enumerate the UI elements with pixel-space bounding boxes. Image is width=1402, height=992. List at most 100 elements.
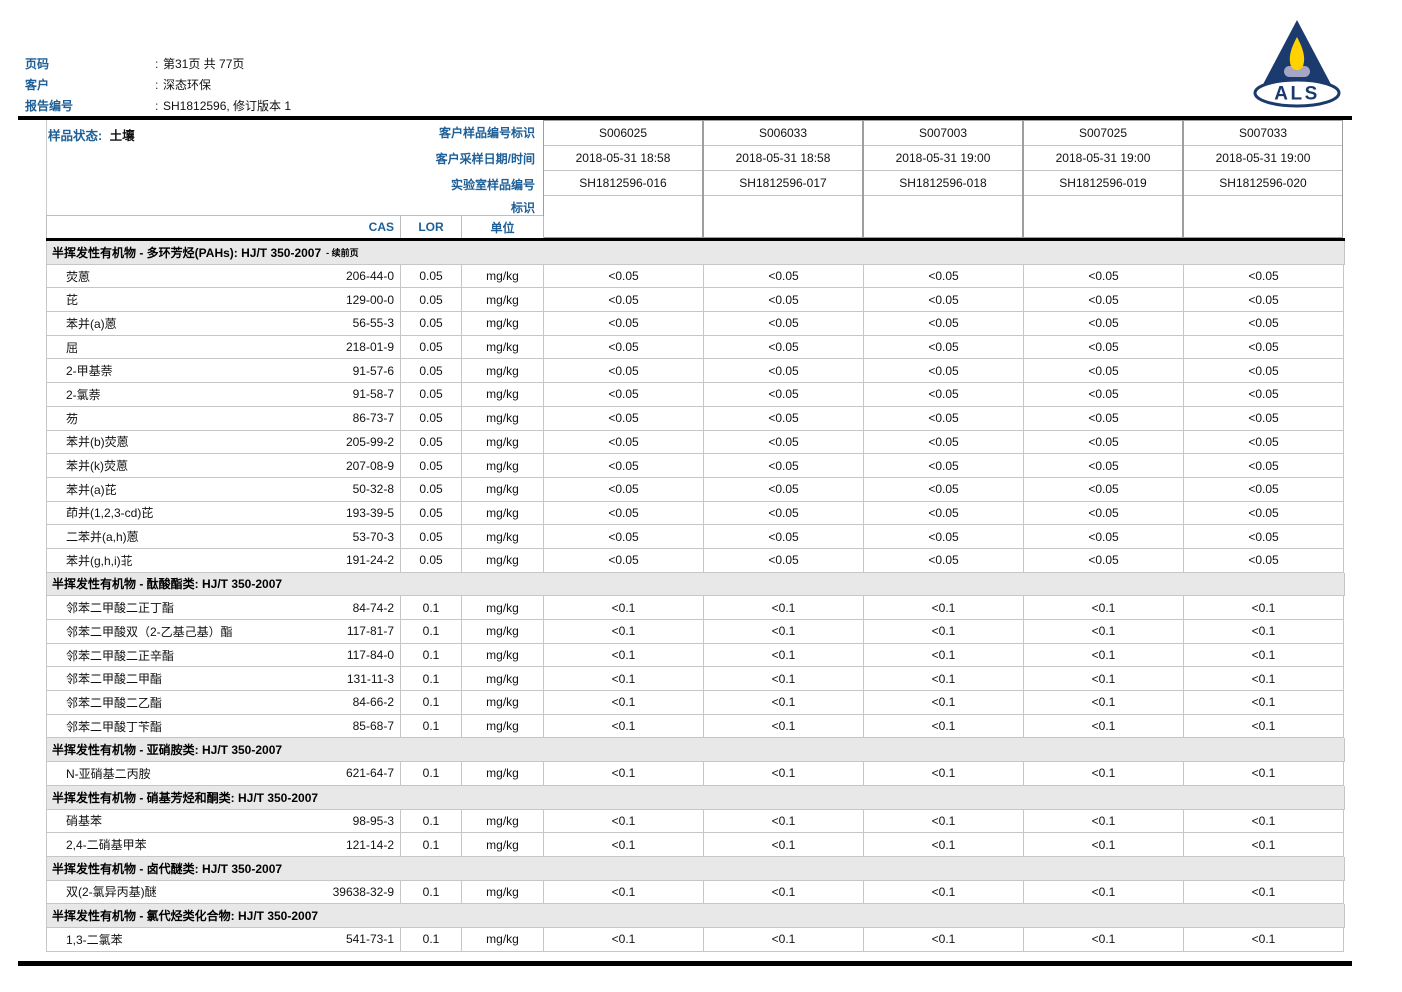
sample-column: S006025 2018-05-31 18:58 SH1812596-016 bbox=[543, 120, 703, 238]
lor-value: 0.1 bbox=[401, 833, 462, 857]
section-header-row: 半挥发性有机物 - 亚硝胺类: HJ/T 350-2007 bbox=[46, 738, 1345, 763]
result-value: <0.1 bbox=[1024, 714, 1184, 739]
analyte-name: 屈 bbox=[66, 340, 79, 355]
unit-value: mg/kg bbox=[462, 264, 544, 289]
unit-value: mg/kg bbox=[462, 406, 544, 431]
analyte-row: 屈 218-01-9 0.05 mg/kg <0.05 <0.05 <0.05 <0.… bbox=[46, 335, 1345, 360]
unit-value: mg/kg bbox=[462, 501, 544, 526]
result-value: <0.05 bbox=[864, 430, 1024, 455]
analyte-row: 双(2-氯异丙基)醚 39638-32-9 0.1 mg/kg <0.1 <0.1… bbox=[46, 880, 1345, 905]
lor-value: 0.1 bbox=[401, 596, 462, 620]
result-value: <0.05 bbox=[1184, 477, 1344, 502]
result-value: <0.05 bbox=[704, 406, 864, 431]
cas-number: 117-84-0 bbox=[346, 648, 394, 663]
result-value: <0.1 bbox=[1024, 762, 1184, 786]
logo-ellipse bbox=[1253, 78, 1341, 108]
result-value: <0.1 bbox=[704, 691, 864, 715]
cas-number: 84-66-2 bbox=[352, 695, 394, 710]
analyte-name-cas-cell: 2-甲基萘 91-57-6 bbox=[47, 359, 401, 384]
result-value: <0.05 bbox=[1184, 525, 1344, 549]
result-value: <0.1 bbox=[1024, 880, 1184, 905]
analyte-name: 苯并(a)芘 bbox=[66, 482, 117, 497]
result-value: <0.05 bbox=[544, 288, 704, 313]
lor-value: 0.05 bbox=[401, 383, 462, 407]
result-value: <0.05 bbox=[704, 312, 864, 336]
result-value: <0.05 bbox=[864, 454, 1024, 478]
analyte-name: 2,4-二硝基甲苯 bbox=[66, 838, 147, 853]
analyte-name-cas-cell: 双(2-氯异丙基)醚 39638-32-9 bbox=[47, 880, 401, 905]
page-number-field: 页码: 第31页 共 77页 bbox=[25, 55, 244, 72]
cas-number: 84-74-2 bbox=[352, 600, 394, 615]
cas-number: 621-64-7 bbox=[345, 766, 394, 781]
analyte-name-cas-cell: 2,4-二硝基甲苯 121-14-2 bbox=[47, 833, 401, 857]
lor-value: 0.05 bbox=[401, 359, 462, 384]
result-value: <0.1 bbox=[704, 643, 864, 668]
result-value: <0.1 bbox=[544, 667, 704, 692]
result-value: <0.05 bbox=[544, 430, 704, 455]
cas-number: 121-14-2 bbox=[345, 837, 394, 852]
lor-value: 0.05 bbox=[401, 525, 462, 549]
unit-value: mg/kg bbox=[462, 430, 544, 455]
result-value: <0.1 bbox=[544, 880, 704, 905]
lab-sample-id: SH1812596-017 bbox=[704, 171, 862, 196]
analyte-name-cas-cell: 苯并(g,h,i)苝 191-24-2 bbox=[47, 548, 401, 573]
result-value: <0.1 bbox=[1024, 691, 1184, 715]
analyte-name: 邻苯二甲酸二甲酯 bbox=[66, 672, 163, 687]
result-value: <0.05 bbox=[1184, 406, 1344, 431]
client-sample-id: S007025 bbox=[1024, 121, 1182, 146]
lor-value: 0.1 bbox=[401, 714, 462, 739]
lor-value: 0.1 bbox=[401, 620, 462, 644]
analyte-name-cas-cell: 邻苯二甲酸双（2-乙基己基）酯 117-81-7 bbox=[47, 620, 401, 644]
sampling-datetime: 2018-05-31 19:00 bbox=[1184, 146, 1342, 171]
result-value: <0.1 bbox=[1024, 809, 1184, 834]
analyte-row: 芘 129-00-0 0.05 mg/kg <0.05 <0.05 <0.05 <0.… bbox=[46, 288, 1345, 313]
result-value: <0.1 bbox=[704, 927, 864, 952]
cas-number: 205-99-2 bbox=[345, 434, 394, 449]
analyte-name: 苯并(b)荧蒽 bbox=[66, 435, 129, 450]
result-value: <0.05 bbox=[704, 430, 864, 455]
analyte-name-cas-cell: 1,3-二氯苯 541-73-1 bbox=[47, 927, 401, 952]
unit-value: mg/kg bbox=[462, 525, 544, 549]
analyte-row: 苯并(g,h,i)苝 191-24-2 0.05 mg/kg <0.05 <0.0… bbox=[46, 548, 1345, 573]
analyte-name: 硝基苯 bbox=[66, 814, 103, 829]
result-value: <0.1 bbox=[544, 691, 704, 715]
result-value: <0.05 bbox=[1184, 335, 1344, 360]
result-value: <0.05 bbox=[864, 548, 1024, 573]
analyte-name: 茚并(1,2,3-cd)芘 bbox=[66, 506, 154, 521]
result-value: <0.05 bbox=[704, 264, 864, 289]
cas-number: 85-68-7 bbox=[352, 719, 394, 734]
report-number-field: 报告编号: SH1812596, 修订版本 1 bbox=[25, 97, 291, 114]
result-value: <0.05 bbox=[1184, 312, 1344, 336]
result-value: <0.1 bbox=[544, 596, 704, 620]
lab-sample-id: SH1812596-018 bbox=[864, 171, 1022, 196]
result-value: <0.05 bbox=[704, 525, 864, 549]
lab-sample-id: SH1812596-016 bbox=[544, 171, 702, 196]
analyte-name-cas-cell: 苯并(a)芘 50-32-8 bbox=[47, 477, 401, 502]
result-value: <0.1 bbox=[704, 620, 864, 644]
unit-value: mg/kg bbox=[462, 477, 544, 502]
lor-value: 0.1 bbox=[401, 643, 462, 668]
unit-value: mg/kg bbox=[462, 620, 544, 644]
cas-number: 86-73-7 bbox=[352, 411, 394, 426]
analyte-row: 二苯并(a,h)蒽 53-70-3 0.05 mg/kg <0.05 <0.05 <… bbox=[46, 525, 1345, 549]
analyte-row: 邻苯二甲酸二甲酯 131-11-3 0.1 mg/kg <0.1 <0.1 <0.1… bbox=[46, 667, 1345, 692]
unit-value: mg/kg bbox=[462, 288, 544, 313]
result-value: <0.1 bbox=[1184, 809, 1344, 834]
result-value: <0.1 bbox=[864, 643, 1024, 668]
result-value: <0.1 bbox=[1024, 643, 1184, 668]
analyte-row: 邻苯二甲酸双（2-乙基己基）酯 117-81-7 0.1 mg/kg <0.1 <… bbox=[46, 620, 1345, 644]
lor-column-header: LOR bbox=[401, 216, 462, 238]
sample-status-line: 样品状态: 土壤 bbox=[48, 125, 135, 144]
analyte-name: 2-氯萘 bbox=[66, 387, 101, 402]
result-value: <0.1 bbox=[864, 880, 1024, 905]
lor-value: 0.05 bbox=[401, 335, 462, 360]
result-value: <0.1 bbox=[544, 833, 704, 857]
result-value: <0.05 bbox=[544, 264, 704, 289]
result-value: <0.05 bbox=[1024, 288, 1184, 313]
result-value: <0.05 bbox=[1184, 454, 1344, 478]
lor-value: 0.1 bbox=[401, 691, 462, 715]
result-value: <0.1 bbox=[544, 643, 704, 668]
analyte-name-cas-cell: 邻苯二甲酸二正辛酯 117-84-0 bbox=[47, 643, 401, 668]
result-value: <0.1 bbox=[864, 809, 1024, 834]
result-value: <0.05 bbox=[704, 477, 864, 502]
